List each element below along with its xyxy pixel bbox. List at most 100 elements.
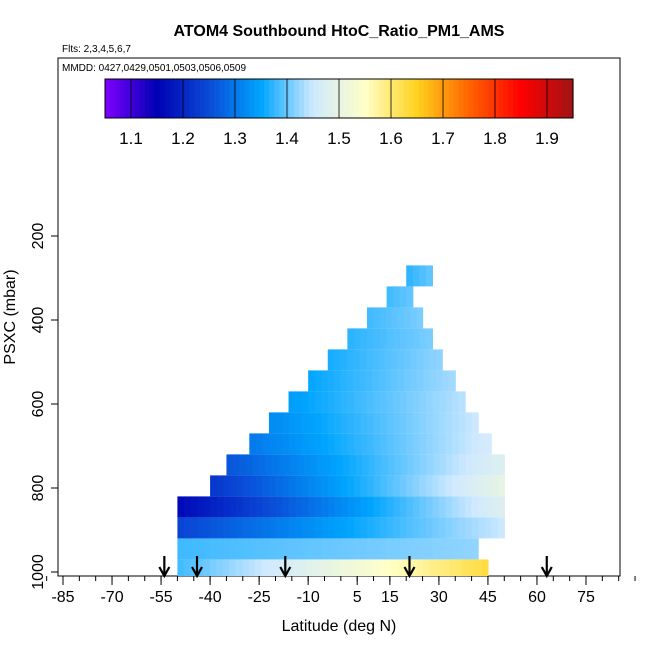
heat-cell bbox=[379, 307, 387, 329]
heat-cell bbox=[484, 454, 492, 476]
heat-cell bbox=[481, 559, 489, 576]
heat-cell bbox=[282, 475, 290, 497]
heat-cell bbox=[332, 559, 340, 576]
heat-cell bbox=[373, 307, 380, 329]
colorbar-swatch bbox=[189, 79, 196, 118]
heat-cell bbox=[412, 412, 420, 434]
heat-cell bbox=[308, 475, 316, 497]
heat-cell bbox=[406, 286, 414, 308]
heat-cell bbox=[416, 559, 424, 576]
colorbar-swatch bbox=[129, 79, 136, 118]
heat-cell bbox=[255, 433, 263, 455]
heat-cell bbox=[403, 559, 411, 576]
heat-cell bbox=[334, 412, 342, 434]
x-tick-label: 5 bbox=[353, 589, 362, 606]
flights-label: Flts: 2,3,4,5,6,7 bbox=[62, 44, 131, 55]
x-axis: -85 -70 -55 -40 -25 -10 5 15 30 45 60 75 bbox=[46, 576, 636, 606]
colorbar: 1.1 1.2 1.3 1.4 1.5 1.6 1.7 1.8 1.9 bbox=[104, 78, 574, 148]
heat-cell bbox=[255, 559, 263, 576]
colorbar-swatch bbox=[239, 79, 246, 118]
heat-cell bbox=[432, 517, 440, 539]
heat-cell bbox=[391, 370, 399, 392]
heat-cell bbox=[419, 538, 427, 560]
heat-cell bbox=[242, 475, 250, 497]
heat-cell bbox=[452, 454, 460, 476]
heat-cell bbox=[353, 412, 362, 434]
heat-cell bbox=[365, 370, 373, 392]
heat-cell bbox=[445, 412, 453, 434]
heat-cell bbox=[321, 517, 329, 539]
heat-cell bbox=[295, 475, 303, 497]
heat-cell bbox=[465, 538, 473, 560]
heat-cell bbox=[301, 517, 309, 539]
heat-cell bbox=[368, 454, 376, 476]
heat-cell bbox=[416, 307, 424, 329]
heat-cell bbox=[319, 559, 327, 576]
heat-cell bbox=[445, 496, 453, 518]
heat-cell bbox=[265, 454, 273, 476]
y-tick-label: 1000 bbox=[30, 554, 47, 590]
colorbar-swatch bbox=[353, 79, 360, 118]
heat-cell bbox=[295, 517, 303, 539]
heat-cell bbox=[445, 538, 453, 560]
x-tick-label: 30 bbox=[430, 589, 448, 606]
heat-cell bbox=[301, 391, 309, 413]
heat-cell bbox=[340, 349, 348, 371]
colorbar-swatch bbox=[114, 79, 121, 118]
heat-cell bbox=[497, 496, 505, 518]
x-tick-label: -85 bbox=[51, 589, 74, 606]
colorbar-swatch bbox=[513, 79, 519, 118]
heat-cell bbox=[197, 496, 205, 518]
heat-cell bbox=[360, 412, 368, 434]
heat-cell bbox=[347, 475, 355, 497]
heat-cell bbox=[390, 559, 398, 576]
heat-cell bbox=[386, 538, 394, 560]
x-tick-label: -70 bbox=[100, 589, 123, 606]
heat-cell bbox=[340, 412, 348, 434]
colorbar-swatch bbox=[294, 79, 300, 118]
heat-cell bbox=[491, 475, 499, 497]
heat-cell bbox=[375, 454, 383, 476]
heat-cell bbox=[353, 391, 362, 413]
heat-cell bbox=[282, 433, 290, 455]
heat-cell bbox=[295, 538, 303, 560]
heat-cell bbox=[445, 391, 453, 413]
colorbar-swatch bbox=[503, 79, 509, 118]
heat-cell bbox=[465, 412, 473, 434]
heat-cell bbox=[347, 496, 355, 518]
heat-cell bbox=[432, 412, 440, 434]
heat-cell bbox=[255, 538, 263, 560]
heat-cell bbox=[438, 433, 447, 455]
heat-cell bbox=[465, 475, 473, 497]
heat-cell bbox=[471, 412, 479, 434]
heat-cell bbox=[373, 433, 381, 455]
heat-cell bbox=[438, 475, 447, 497]
heat-cell bbox=[412, 391, 420, 413]
colorbar-swatch bbox=[438, 79, 445, 118]
heat-cell bbox=[316, 454, 324, 476]
heat-cell bbox=[278, 454, 286, 476]
heat-cell bbox=[258, 454, 266, 476]
heat-cell bbox=[177, 496, 185, 518]
heat-cell bbox=[334, 349, 342, 371]
heat-cell bbox=[478, 475, 486, 497]
colorbar-swatch bbox=[493, 79, 499, 118]
colorbar-swatch bbox=[468, 79, 475, 118]
heat-cell bbox=[399, 328, 407, 350]
heat-cell bbox=[334, 475, 342, 497]
colorbar-tick-label: 1.1 bbox=[119, 129, 143, 148]
heat-cell bbox=[177, 559, 185, 576]
flight-arrows bbox=[158, 556, 553, 579]
heat-cell bbox=[327, 412, 335, 434]
heat-cell bbox=[365, 349, 373, 371]
heat-cell bbox=[366, 433, 375, 455]
heat-cell bbox=[255, 475, 263, 497]
heat-cell bbox=[393, 286, 401, 308]
heat-cell bbox=[353, 538, 362, 560]
heat-cell bbox=[301, 412, 309, 434]
heat-cell bbox=[397, 307, 405, 329]
colorbar-swatch bbox=[548, 79, 554, 118]
heat-cell bbox=[366, 391, 375, 413]
heat-cell bbox=[380, 433, 388, 455]
colorbar-swatch bbox=[428, 79, 435, 118]
